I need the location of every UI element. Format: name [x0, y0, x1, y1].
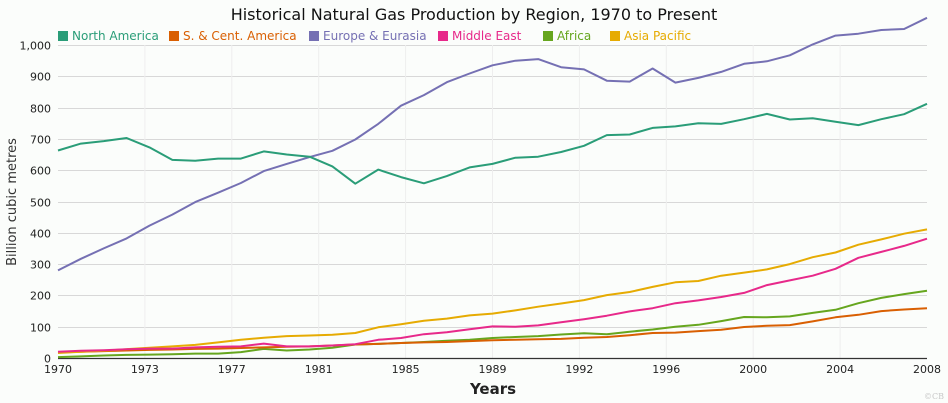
- watermark: ©CB: [924, 392, 944, 401]
- y-axis-title: Billion cubic metres: [5, 138, 20, 266]
- legend-swatch: [58, 31, 68, 41]
- legend-item[interactable]: North America: [58, 29, 159, 43]
- legend-item[interactable]: Middle East: [438, 29, 522, 43]
- legend: North America S. & Cent. America Europe & …: [58, 29, 691, 43]
- y-tick-label: 700: [30, 134, 51, 147]
- legend-swatch: [610, 31, 620, 41]
- y-tick-label: 100: [30, 322, 51, 335]
- x-tick-label: 1992: [565, 363, 593, 376]
- legend-swatch: [169, 31, 179, 41]
- x-axis-ticks: 1970 1973 1977 1981 1985 1989 1992 1996 2000 2004…: [44, 363, 941, 376]
- series-line-middle-east: [57, 237, 928, 353]
- legend-label: Asia Pacific: [624, 29, 691, 43]
- x-tick-label: 1977: [218, 363, 246, 376]
- x-tick-label: 1996: [652, 363, 680, 376]
- legend-item[interactable]: Asia Pacific: [610, 29, 691, 43]
- x-tick-label: 2000: [739, 363, 767, 376]
- x-tick-label: 1981: [305, 363, 333, 376]
- chart-title: Historical Natural Gas Production by Reg…: [231, 5, 718, 24]
- y-tick-label: 600: [30, 165, 51, 178]
- legend-label: Middle East: [452, 29, 522, 43]
- y-tick-label: 400: [30, 228, 51, 241]
- series-line-africa: [57, 289, 928, 359]
- series-line-europe-eurasia: [57, 16, 928, 272]
- y-tick-label: 300: [30, 259, 51, 272]
- x-tick-label: 1973: [131, 363, 159, 376]
- series-line-s-cent-america: [57, 307, 928, 354]
- y-tick-label: 900: [30, 71, 51, 84]
- legend-label: Africa: [557, 29, 591, 43]
- legend-label: S. & Cent. America: [183, 29, 297, 43]
- legend-item[interactable]: S. & Cent. America: [169, 29, 297, 43]
- x-tick-label: 1985: [392, 363, 420, 376]
- x-axis-title: Years: [469, 380, 516, 398]
- series-lines: [57, 16, 928, 359]
- x-tick-label: 2008: [913, 363, 941, 376]
- y-tick-label: 500: [30, 197, 51, 210]
- legend-item[interactable]: Africa: [543, 29, 591, 43]
- legend-swatch: [438, 31, 448, 41]
- gridlines: [58, 45, 927, 358]
- legend-swatch: [309, 31, 319, 41]
- y-tick-label: 1,000: [20, 40, 52, 53]
- legend-label: Europe & Eurasia: [323, 29, 427, 43]
- legend-label: North America: [72, 29, 159, 43]
- x-tick-label: 1989: [479, 363, 507, 376]
- y-tick-label: 0: [44, 353, 51, 366]
- y-tick-label: 200: [30, 290, 51, 303]
- legend-swatch: [543, 31, 553, 41]
- series-line-asia-pacific: [57, 228, 928, 354]
- series-line-north-america: [57, 102, 928, 185]
- x-tick-label: 1970: [44, 363, 72, 376]
- x-tick-label: 2004: [826, 363, 854, 376]
- y-axis-ticks: 0 100 200 300 400 500 600 700 800 900 1,000: [20, 40, 52, 366]
- legend-item[interactable]: Europe & Eurasia: [309, 29, 427, 43]
- y-tick-label: 800: [30, 103, 51, 116]
